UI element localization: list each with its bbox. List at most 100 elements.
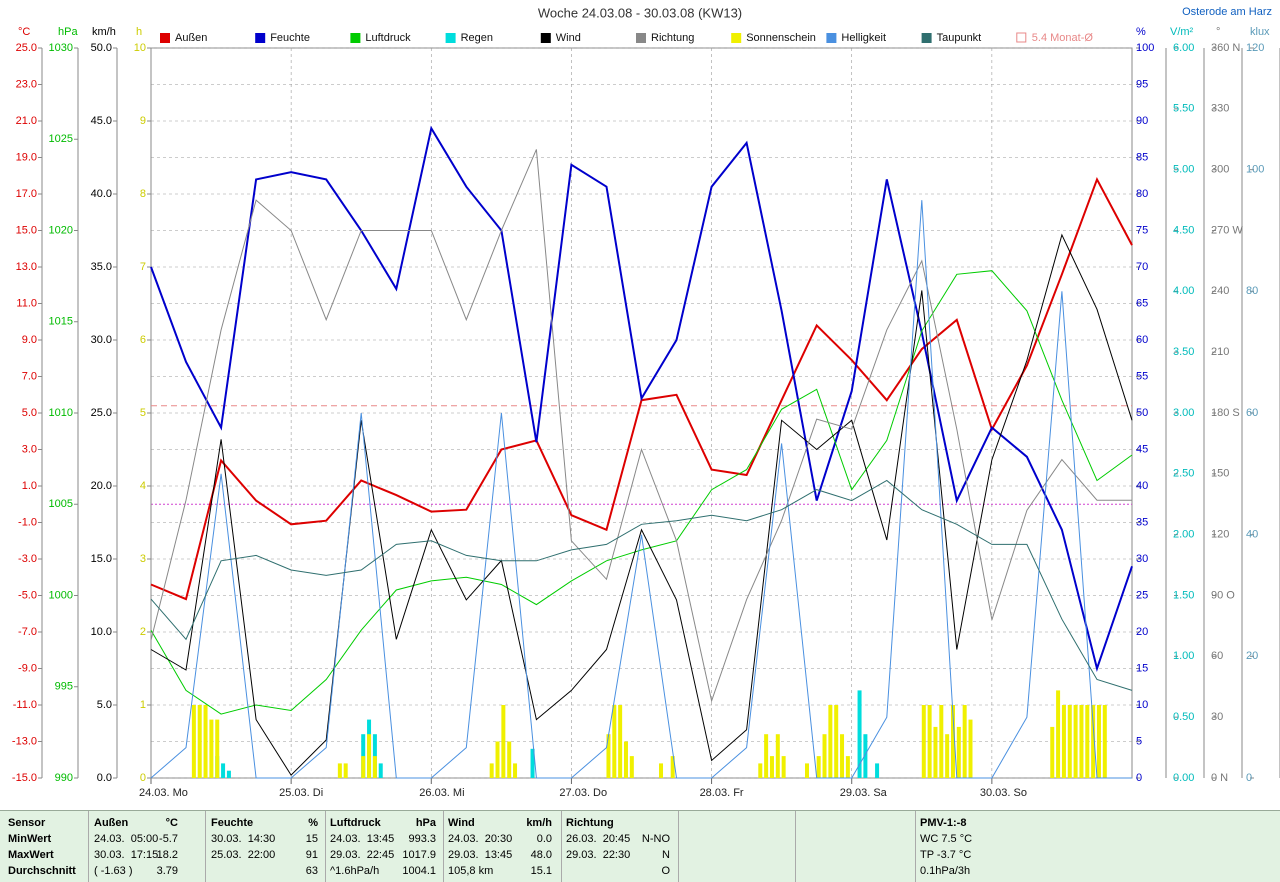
legend-label: Luftdruck (365, 32, 411, 44)
y-tick-label: 120 (1211, 529, 1229, 541)
bar (834, 705, 839, 778)
y-tick-label: 6.00 (1173, 42, 1194, 54)
y-tick-label: -7.0 (18, 626, 37, 638)
table-cell: 993.3 (408, 833, 436, 845)
axis-unit: % (1136, 26, 1146, 38)
y-tick-label: 35.0 (91, 261, 112, 273)
y-tick-label: 990 (55, 772, 73, 784)
y-tick-label: 5 (1136, 735, 1142, 747)
y-tick-label: 3.0 (22, 443, 37, 455)
table-header: Sensor (8, 817, 46, 829)
bar (857, 690, 862, 778)
bar (337, 763, 342, 778)
legend-label: Helligkeit (841, 32, 886, 44)
y-tick-label: 60 (1211, 650, 1223, 662)
series-line (150, 233, 1133, 776)
table-cell: WC 7.5 °C (920, 833, 973, 845)
bar (197, 705, 202, 778)
series-line (150, 479, 1133, 691)
bar (1061, 705, 1066, 778)
y-tick-label: 4.50 (1173, 224, 1194, 236)
y-tick-label: 3 (140, 553, 146, 565)
series-line (150, 200, 1132, 779)
table-divider (88, 811, 89, 882)
bar (623, 741, 628, 778)
y-tick-label: -13.0 (12, 735, 37, 747)
y-tick-label: 80 (1136, 188, 1148, 200)
table-cell: 0.0 (536, 833, 552, 845)
y-tick-label: 4.00 (1173, 285, 1194, 297)
table-cell: 105,8 km (448, 865, 494, 877)
y-tick-label: 20 (1246, 650, 1258, 662)
bar (501, 705, 506, 778)
table-cell: 48.0 (530, 849, 552, 861)
bar (191, 705, 196, 778)
table-divider (678, 811, 679, 882)
x-tick-label: 27.03. Do (559, 787, 607, 799)
bar (629, 756, 634, 778)
bar (939, 705, 944, 778)
table-header: Außen (94, 817, 129, 829)
bar (513, 763, 518, 778)
bar (956, 726, 961, 778)
bar (1067, 705, 1072, 778)
y-tick-label: 10 (1136, 699, 1148, 711)
chart-title: Woche 24.03.08 - 30.03.08 (KW13) (538, 5, 742, 20)
y-tick-label: 15 (1136, 662, 1148, 674)
y-tick-label: 40 (1136, 480, 1148, 492)
table-header: Richtung (566, 817, 614, 829)
bar (343, 763, 348, 778)
table-cell: -5.7 (159, 833, 178, 845)
y-tick-label: 1000 (49, 589, 73, 601)
bar (822, 734, 827, 778)
legend-label: Wind (556, 32, 581, 44)
chart-subtitle: Osterode am Harz (1182, 6, 1272, 18)
y-tick-label: 11.0 (16, 297, 37, 309)
bar (875, 763, 880, 778)
table-cell: ^1.6hPa/h (330, 865, 380, 877)
bar (221, 763, 226, 778)
table-header: °C (165, 817, 178, 829)
table-cell: ( -1.63 ) (94, 865, 133, 877)
legend-label: Richtung (651, 32, 694, 44)
series-line (150, 149, 1132, 703)
bar (828, 705, 833, 778)
y-tick-label: 300 (1211, 164, 1229, 176)
bar (758, 763, 763, 778)
y-tick-label: 60 (1136, 334, 1148, 346)
axis-unit: ° (1216, 26, 1220, 38)
table-divider (205, 811, 206, 882)
bar (372, 756, 377, 778)
bar (921, 705, 926, 778)
y-tick-label: 2.00 (1173, 529, 1194, 541)
bar (1091, 705, 1096, 778)
y-tick-label: 30 (1211, 711, 1223, 723)
y-tick-label: 45 (1136, 443, 1148, 455)
y-tick-label: -9.0 (18, 662, 37, 674)
bar (816, 756, 821, 778)
y-tick-label: 1 (140, 699, 146, 711)
y-tick-label: 360 N (1211, 42, 1240, 54)
bar (1096, 705, 1101, 778)
y-tick-label: 0 (1246, 772, 1252, 784)
y-tick-label: 25 (1136, 589, 1148, 601)
bar (215, 719, 220, 778)
legend-swatch (731, 33, 742, 43)
y-tick-label: 0.00 (1173, 772, 1194, 784)
y-tick-label: 3.00 (1173, 407, 1194, 419)
legend-swatch (540, 33, 551, 43)
y-tick-label: 240 (1211, 285, 1229, 297)
plot-area (150, 47, 1133, 779)
y-tick-label: 30.0 (91, 334, 112, 346)
bar (1073, 705, 1078, 778)
y-tick-label: 80 (1246, 285, 1258, 297)
y-tick-label: 1015 (49, 316, 73, 328)
summary-table: Sensor Außen °C Feuchte% Luftdruck hPa Wind km/… (0, 810, 1280, 882)
legend-label: Feuchte (270, 32, 310, 44)
bar (863, 734, 868, 778)
bar (775, 734, 780, 778)
table-cell: 3.79 (156, 865, 178, 877)
table-cell: 29.03. 22:45 (330, 849, 395, 861)
legend-swatch (445, 33, 456, 43)
